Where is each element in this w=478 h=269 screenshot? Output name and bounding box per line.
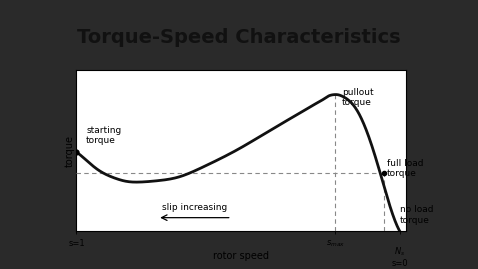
Text: Torque-Speed Characteristics: Torque-Speed Characteristics xyxy=(77,28,401,47)
Text: no load
torque: no load torque xyxy=(400,205,434,225)
Y-axis label: torque: torque xyxy=(65,135,75,167)
X-axis label: rotor speed: rotor speed xyxy=(213,251,270,261)
Text: starting
torque: starting torque xyxy=(86,126,121,145)
Text: full load
torque: full load torque xyxy=(387,159,424,178)
Text: pullout
torque: pullout torque xyxy=(342,88,373,107)
Text: slip increasing: slip increasing xyxy=(162,203,227,212)
Text: $N_s$
s=0: $N_s$ s=0 xyxy=(391,245,408,268)
